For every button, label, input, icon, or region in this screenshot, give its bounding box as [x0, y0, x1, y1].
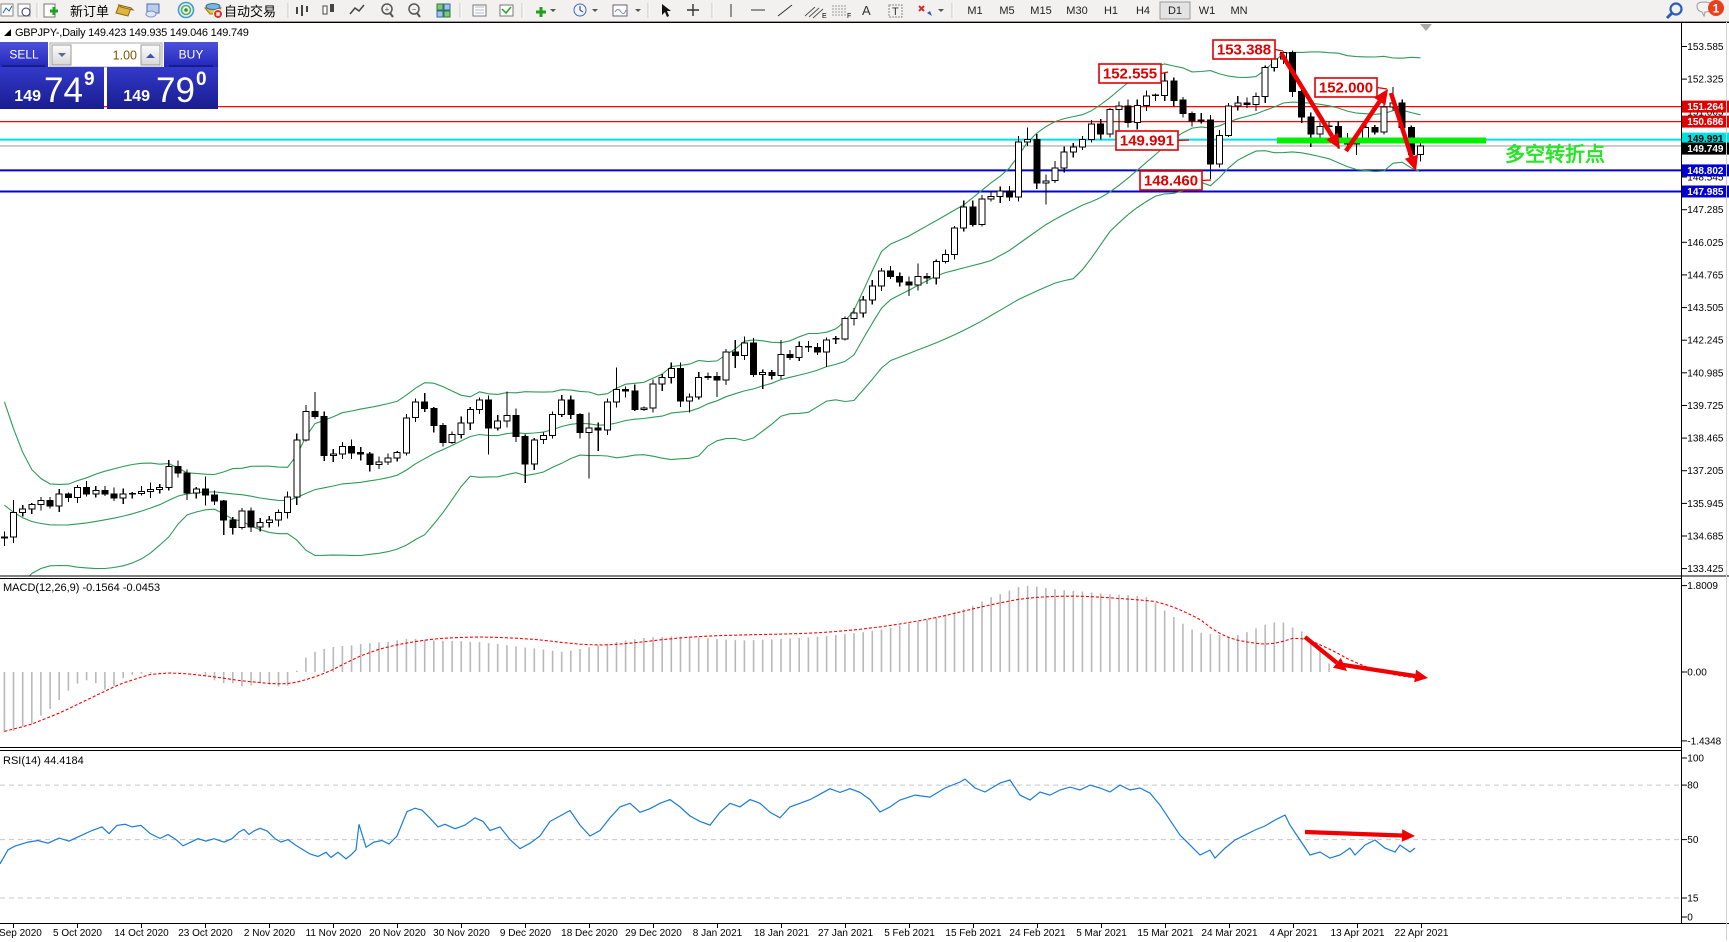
svg-text:2 Nov 2020: 2 Nov 2020 — [244, 928, 296, 939]
svg-text:149: 149 — [14, 88, 41, 105]
svg-text:152.325: 152.325 — [1687, 75, 1724, 86]
svg-text:25 Sep 2020: 25 Sep 2020 — [0, 928, 42, 939]
svg-text:27 Jan 2021: 27 Jan 2021 — [818, 928, 873, 939]
svg-text:134.685: 134.685 — [1687, 532, 1724, 543]
svg-text:140.985: 140.985 — [1687, 368, 1724, 379]
svg-text:+: + — [385, 5, 390, 14]
svg-text:23 Oct 2020: 23 Oct 2020 — [178, 928, 233, 939]
svg-text:148.802: 148.802 — [1687, 166, 1724, 177]
svg-text:9: 9 — [84, 69, 95, 90]
svg-text:137.205: 137.205 — [1687, 466, 1724, 477]
svg-text:BUY: BUY — [179, 48, 204, 62]
svg-text:5 Oct 2020: 5 Oct 2020 — [53, 928, 102, 939]
svg-text:153.388: 153.388 — [1217, 42, 1271, 59]
svg-text:29 Dec 2020: 29 Dec 2020 — [625, 928, 682, 939]
svg-text:151.065: 151.065 — [1687, 107, 1724, 118]
svg-text:T: T — [892, 6, 899, 18]
svg-text:W1: W1 — [1199, 5, 1216, 17]
svg-text:MACD(12,26,9) -0.1564 -0.0453: MACD(12,26,9) -0.1564 -0.0453 — [3, 582, 160, 594]
svg-text:H1: H1 — [1104, 5, 1118, 17]
svg-text:11 Nov 2020: 11 Nov 2020 — [306, 928, 362, 939]
svg-text:24 Feb 2021: 24 Feb 2021 — [1009, 928, 1066, 939]
svg-text:5 Mar 2021: 5 Mar 2021 — [1076, 928, 1127, 939]
svg-text:MN: MN — [1230, 5, 1247, 17]
svg-text:H4: H4 — [1136, 5, 1150, 17]
svg-text:15 Feb 2021: 15 Feb 2021 — [945, 928, 1002, 939]
svg-text:8 Jan 2021: 8 Jan 2021 — [693, 928, 743, 939]
svg-text:-1.4348: -1.4348 — [1687, 736, 1721, 747]
svg-text:RSI(14) 44.4184: RSI(14) 44.4184 — [3, 755, 84, 767]
svg-text:E: E — [822, 13, 827, 20]
svg-text:142.245: 142.245 — [1687, 336, 1724, 347]
svg-text:SELL: SELL — [9, 48, 39, 62]
svg-text:133.425: 133.425 — [1687, 564, 1724, 575]
svg-text:新订单: 新订单 — [70, 4, 109, 19]
svg-text:100: 100 — [1687, 754, 1704, 765]
svg-text:74: 74 — [44, 71, 83, 110]
svg-text:143.505: 143.505 — [1687, 303, 1724, 314]
svg-text:149.749: 149.749 — [1687, 144, 1724, 155]
svg-text:15 Mar 2021: 15 Mar 2021 — [1137, 928, 1194, 939]
svg-text:147.285: 147.285 — [1687, 205, 1724, 216]
svg-text:多空转折点: 多空转折点 — [1505, 142, 1605, 166]
svg-text:139.725: 139.725 — [1687, 401, 1724, 412]
svg-text:151.264: 151.264 — [1687, 102, 1724, 113]
svg-text:150.686: 150.686 — [1687, 117, 1724, 128]
svg-text:149: 149 — [123, 88, 150, 105]
svg-text:1: 1 — [1713, 2, 1720, 16]
svg-text:144.765: 144.765 — [1687, 270, 1724, 281]
svg-text:147.985: 147.985 — [1687, 187, 1724, 198]
svg-text:0: 0 — [1687, 913, 1693, 924]
svg-text:D1: D1 — [1168, 5, 1182, 17]
svg-text:30 Nov 2020: 30 Nov 2020 — [433, 928, 490, 939]
svg-text:M5: M5 — [999, 5, 1014, 17]
svg-text:152.555: 152.555 — [1103, 66, 1157, 83]
svg-text:18 Dec 2020: 18 Dec 2020 — [561, 928, 618, 939]
svg-text:14 Oct 2020: 14 Oct 2020 — [114, 928, 169, 939]
svg-text:149.991: 149.991 — [1687, 134, 1724, 145]
svg-text:9 Dec 2020: 9 Dec 2020 — [500, 928, 552, 939]
svg-text:22 Apr 2021: 22 Apr 2021 — [1395, 928, 1449, 939]
svg-text:GBPJPY-,Daily 149.423 149.935: GBPJPY-,Daily 149.423 149.935 149.046 14… — [15, 27, 249, 39]
svg-text:15: 15 — [1687, 894, 1699, 905]
svg-text:−: − — [412, 5, 417, 14]
svg-text:自动交易: 自动交易 — [224, 4, 276, 19]
svg-text:50: 50 — [1687, 835, 1699, 846]
svg-text:A: A — [862, 3, 871, 18]
svg-text:80: 80 — [1687, 781, 1699, 792]
svg-text:79: 79 — [156, 71, 195, 110]
svg-text:148.545: 148.545 — [1687, 173, 1724, 184]
svg-text:13 Apr 2021: 13 Apr 2021 — [1331, 928, 1385, 939]
svg-text:5 Feb 2021: 5 Feb 2021 — [884, 928, 935, 939]
svg-text:0: 0 — [196, 69, 207, 90]
svg-text:0.00: 0.00 — [1687, 668, 1707, 679]
svg-text:M15: M15 — [1030, 5, 1051, 17]
svg-text:146.025: 146.025 — [1687, 238, 1724, 249]
svg-text:153.585: 153.585 — [1687, 42, 1724, 53]
svg-text:4 Apr 2021: 4 Apr 2021 — [1269, 928, 1318, 939]
svg-text:138.465: 138.465 — [1687, 434, 1724, 445]
svg-text:18 Jan 2021: 18 Jan 2021 — [754, 928, 809, 939]
svg-text:152.000: 152.000 — [1319, 80, 1373, 97]
svg-text:149.991: 149.991 — [1120, 133, 1174, 150]
svg-text:1.8009: 1.8009 — [1687, 581, 1718, 592]
svg-text:24 Mar 2021: 24 Mar 2021 — [1201, 928, 1258, 939]
svg-text:135.945: 135.945 — [1687, 499, 1724, 510]
svg-text:F: F — [847, 13, 851, 20]
svg-text:M30: M30 — [1066, 5, 1087, 17]
svg-text:1.00: 1.00 — [113, 49, 137, 63]
svg-text:M1: M1 — [967, 5, 982, 17]
svg-text:148.460: 148.460 — [1144, 173, 1198, 190]
svg-text:20 Nov 2020: 20 Nov 2020 — [369, 928, 426, 939]
